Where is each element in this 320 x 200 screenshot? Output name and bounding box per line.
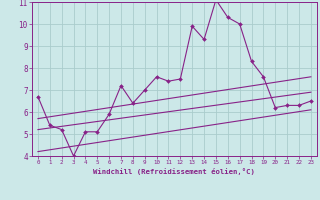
X-axis label: Windchill (Refroidissement éolien,°C): Windchill (Refroidissement éolien,°C) <box>93 168 255 175</box>
